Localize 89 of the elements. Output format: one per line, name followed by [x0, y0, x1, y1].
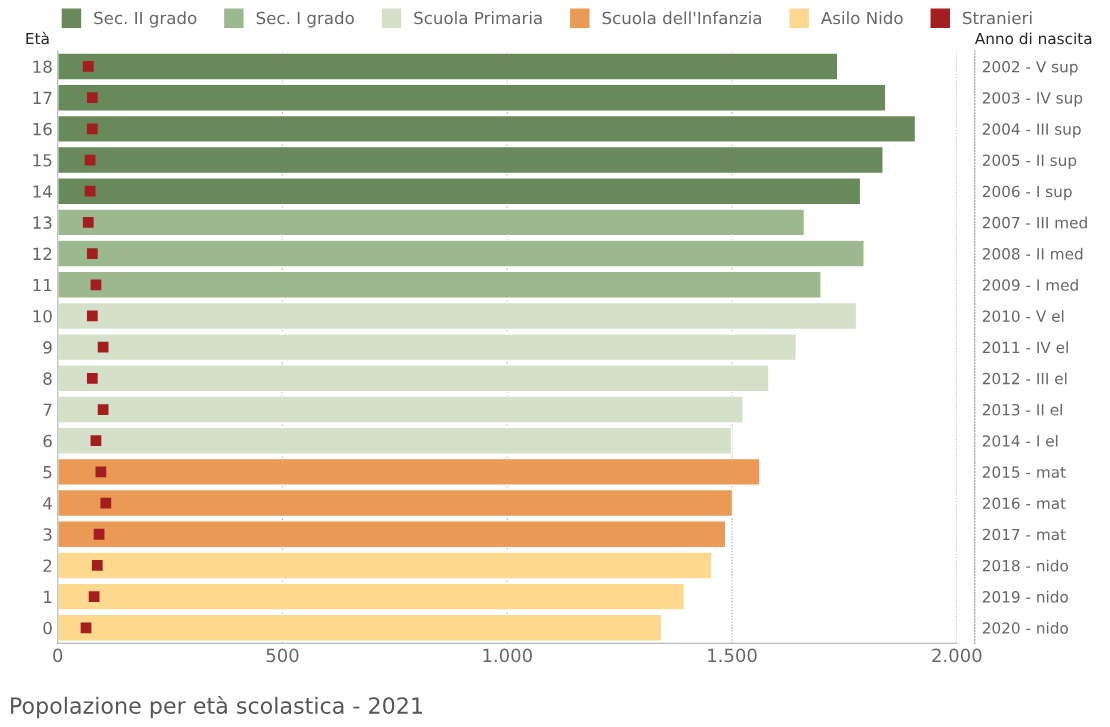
point	[90, 279, 102, 291]
y2-tick-label: 2016 - mat	[982, 497, 1066, 510]
point	[80, 622, 92, 634]
y-tick-label: 0	[43, 621, 52, 635]
y-tick-label: 16	[33, 122, 52, 136]
bar	[57, 520, 727, 549]
y2-tick-label: 2012 - III el	[982, 372, 1067, 385]
point	[88, 591, 100, 602]
y-tick-label: 13	[33, 216, 52, 229]
x-tick-label: 2.000	[932, 648, 982, 663]
bar	[57, 301, 858, 331]
legend-label: Scuola Primaria	[414, 11, 542, 25]
bar	[57, 488, 734, 518]
point	[82, 217, 94, 228]
y2-tick-label: 2009 - I med	[982, 278, 1078, 291]
bar	[57, 457, 761, 486]
y-tick-label: 2	[43, 559, 52, 572]
y2-tick-label: 2005 - II sup	[982, 154, 1077, 170]
y-axis-title: Età	[26, 31, 49, 45]
bar	[57, 582, 686, 611]
y2-tick-label: 2014 - I el	[982, 434, 1058, 447]
legend-label: Stranieri	[963, 11, 1032, 25]
y2-tick-label: 2017 - mat	[982, 528, 1066, 541]
point	[86, 372, 98, 384]
bar	[57, 333, 798, 362]
legend-label: Scuola dell'Infanzia	[602, 11, 762, 25]
y2-tick-label: 2003 - IV sup	[982, 92, 1083, 107]
bar	[57, 270, 822, 299]
bar	[57, 239, 865, 268]
y-tick-label: 7	[43, 403, 52, 416]
y-tick-label: 8	[43, 372, 52, 385]
y2-tick-label: 2020 - nido	[982, 622, 1068, 634]
legend-label: Sec. I grado	[256, 11, 354, 28]
x-tick-label: 500	[266, 648, 299, 663]
y2-tick-label: 2015 - mat	[982, 466, 1066, 478]
point	[97, 341, 109, 353]
bar	[57, 426, 733, 455]
legend-label: Asilo Nido	[821, 11, 903, 25]
bar	[57, 551, 713, 580]
y-tick-label: 9	[43, 341, 52, 354]
point	[90, 435, 102, 447]
y-tick-label: 17	[33, 91, 52, 104]
point	[82, 61, 94, 72]
y-tick-label: 6	[43, 434, 52, 448]
x-tick-label: 1.000	[483, 648, 532, 663]
y-tick-label: 15	[33, 154, 52, 167]
y-tick-label: 4	[43, 497, 52, 510]
y2-tick-label: 2008 - II med	[982, 247, 1083, 260]
y-tick-label: 12	[33, 247, 52, 260]
y2-tick-label: 2011 - IV el	[982, 341, 1068, 354]
y-tick-label: 10	[33, 309, 52, 323]
y-tick-label: 18	[33, 60, 52, 74]
bar	[57, 83, 887, 112]
y-tick-label: 3	[43, 528, 52, 541]
text: Popolazione per età scolastica - 2021	[11, 695, 422, 719]
y2-tick-label: 2019 - nido	[982, 590, 1068, 603]
bar	[57, 395, 744, 424]
y-tick-label: 11	[33, 278, 52, 292]
bar	[57, 114, 917, 143]
point	[86, 92, 98, 104]
x-tick-label: 0	[53, 648, 63, 663]
y2-axis-title: Anno di nascita	[974, 32, 1092, 45]
y-tick-label: 5	[43, 466, 52, 479]
y2-tick-label: 2007 - III med	[982, 216, 1087, 229]
point	[86, 248, 98, 259]
y2-tick-label: 2018 - nido	[982, 559, 1068, 572]
point	[97, 404, 109, 415]
point	[93, 528, 105, 540]
bar	[57, 364, 770, 393]
point	[91, 560, 103, 571]
point	[86, 310, 98, 322]
point	[100, 497, 112, 509]
point	[95, 466, 107, 478]
x-tick-label: 1.500	[708, 648, 757, 663]
bar	[57, 145, 884, 175]
point	[84, 185, 96, 197]
bar	[57, 52, 839, 81]
y-tick-label: 14	[33, 185, 52, 198]
bar	[57, 208, 806, 237]
bar	[57, 177, 862, 206]
bar	[57, 613, 663, 642]
y2-tick-label: 2010 - V el	[982, 310, 1064, 322]
y2-tick-label: 2013 - II el	[982, 403, 1062, 416]
y-tick-label: 1	[44, 590, 52, 603]
legend-label: Sec. II grado	[94, 11, 197, 28]
y2-tick-label: 2006 - I sup	[982, 185, 1072, 201]
point	[86, 123, 98, 135]
y2-tick-label: 2004 - III sup	[982, 123, 1081, 138]
y2-tick-label: 2002 - V sup	[982, 60, 1078, 76]
